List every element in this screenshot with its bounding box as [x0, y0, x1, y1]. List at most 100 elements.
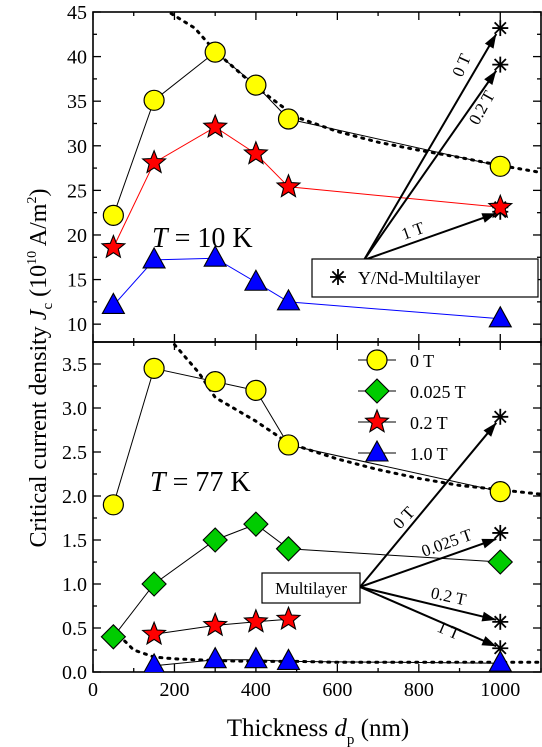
asterisk-stroke	[331, 270, 345, 284]
point-1T	[488, 305, 513, 328]
multilayer-arrow	[359, 586, 497, 621]
multilayer-arrow	[359, 538, 497, 588]
point-0025T	[487, 549, 514, 575]
point-1T	[203, 245, 228, 267]
legend-marker	[365, 439, 389, 462]
series-line-02T	[154, 618, 289, 635]
y-axis-label: Critical current density Jc (1010 A/m2)	[25, 189, 56, 548]
point-02T	[202, 113, 229, 139]
y-tick-label: 35	[67, 91, 87, 113]
multilayer-point	[492, 56, 509, 73]
point-0025T	[243, 511, 269, 537]
y-tick-label: 20	[67, 225, 87, 247]
point-1T	[243, 646, 268, 669]
asterisk-stroke	[493, 641, 507, 655]
point-1T	[101, 292, 126, 314]
legend-label: 1.0 T	[410, 444, 448, 464]
asterisk-stroke	[493, 58, 507, 71]
series-line-0T	[112, 367, 501, 505]
point-0T	[204, 371, 226, 393]
legend-label: 0 T	[410, 351, 434, 371]
multilayer-arrow	[359, 586, 497, 648]
asterisk-stroke	[493, 21, 507, 35]
point-0025T	[275, 536, 302, 562]
bot-panel-frame	[92, 341, 542, 673]
multilayer-point	[492, 408, 509, 425]
point-02T	[275, 173, 302, 198]
point-1T	[142, 246, 167, 269]
point-02T	[275, 605, 302, 631]
multilayer-legend-box	[311, 258, 539, 298]
multilayer-point	[492, 20, 509, 37]
multilayer-arrow-head	[483, 422, 497, 437]
y-tick-label: 10	[67, 314, 87, 336]
point-0T	[277, 108, 300, 130]
point-1T	[276, 648, 301, 670]
multilayer-arrow	[363, 70, 498, 261]
multilayer-arrow-head	[481, 611, 497, 622]
multilayer-arrow-head	[481, 636, 497, 647]
top-temperature-label: T = 10 K	[152, 223, 253, 254]
y-tick-label: 3.5	[62, 354, 87, 376]
point-0T	[489, 481, 511, 503]
legend-marker	[364, 378, 390, 404]
bottom-temperature-label: T = 77 K	[150, 467, 251, 498]
point-02T	[100, 233, 127, 259]
y-tick-label: 3.0	[62, 398, 87, 420]
y-tick-label: 15	[67, 270, 87, 292]
asterisk-stroke	[493, 526, 507, 540]
point-0T	[245, 379, 267, 401]
multilayer-arrow	[363, 212, 497, 261]
point-0T	[277, 434, 300, 456]
point-02T	[202, 611, 229, 637]
point-02T	[243, 608, 269, 633]
multilayer-box	[261, 572, 361, 604]
multilayer-arrow-head	[481, 538, 497, 549]
point-0T	[143, 357, 165, 379]
y-tick-label: 30	[67, 136, 87, 158]
point-02T	[243, 140, 269, 165]
point-0T	[245, 74, 267, 96]
x-tick-label: 600	[322, 679, 352, 701]
point-0025T	[202, 527, 228, 553]
point-02T	[141, 149, 167, 174]
x-tick-label: 400	[241, 679, 271, 701]
point-1T	[243, 269, 268, 291]
x-tick-label: 200	[159, 679, 189, 701]
y-tick-label: 25	[67, 180, 87, 202]
multilayer-legend-marker	[330, 269, 346, 285]
point-0T	[102, 204, 124, 226]
series-line-02T	[112, 126, 501, 248]
y-tick-label: 40	[67, 47, 87, 69]
multilayer-arrow-head	[484, 34, 497, 49]
point-1T	[143, 652, 165, 672]
point-0T	[143, 89, 165, 111]
legend-marker	[364, 408, 390, 433]
bottom-panel: 0 200 400 600 800 1000 0.0 0.5 1.0 1.5 2.0 2.5 3.0 3.…	[62, 341, 542, 701]
multilayer-legend-label: Y/Nd-Multilayer	[358, 268, 480, 288]
bot-panel-data	[100, 343, 541, 672]
point-0T	[102, 494, 124, 516]
multilayer-point	[492, 613, 509, 630]
multilayer-arrow-head	[481, 213, 497, 223]
point-1T	[276, 288, 301, 311]
point-02T	[487, 193, 514, 219]
multilayer-arrow	[363, 33, 498, 261]
dotted-fit-curve	[111, 628, 541, 664]
x-tick-label: 0	[88, 679, 98, 701]
point-0T	[489, 155, 511, 177]
y-tick-label: 2.5	[62, 442, 87, 464]
series-line-0T	[112, 51, 501, 216]
series-line-0025T	[113, 523, 501, 638]
y-tick-label: 2.0	[62, 486, 87, 508]
multilayer-field-label: 0.2 T	[465, 87, 499, 128]
x-axis-label: Thickness dp (nm)	[227, 715, 409, 747]
asterisk-stroke	[493, 410, 507, 424]
legend-marker	[366, 349, 388, 371]
multilayer-box-label: Multilayer	[275, 579, 347, 598]
multilayer-point	[492, 524, 509, 541]
x-tick-label: 800	[404, 679, 434, 701]
x-tick-label: 1000	[480, 679, 520, 701]
multilayer-field-label: 0 T	[389, 503, 419, 533]
